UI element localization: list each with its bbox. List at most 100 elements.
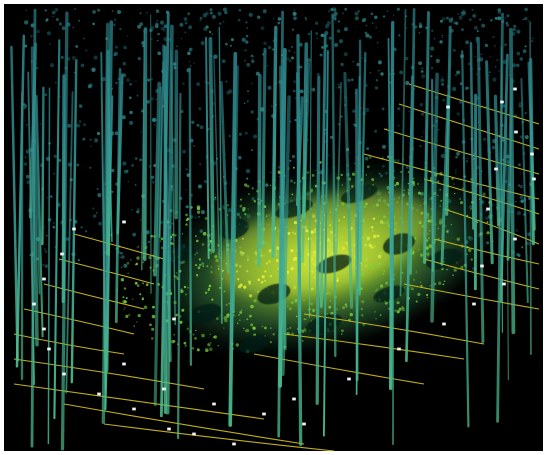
ground-point xyxy=(453,268,457,272)
ground-point xyxy=(361,300,365,304)
ground-point xyxy=(198,258,201,261)
ground-point xyxy=(217,345,219,347)
tree-stem xyxy=(343,71,354,309)
ground-point xyxy=(268,260,271,263)
ground-point xyxy=(312,214,316,219)
crown-point xyxy=(248,12,253,17)
ground-point xyxy=(460,201,463,205)
ground-point xyxy=(210,252,212,255)
ground-point xyxy=(249,314,252,318)
crown-point xyxy=(438,129,440,131)
ground-point xyxy=(437,227,439,230)
tree-stem xyxy=(335,81,342,256)
crown-point xyxy=(497,11,501,15)
ground-point xyxy=(120,278,125,282)
ground-point xyxy=(345,241,348,244)
ground-point xyxy=(326,238,330,242)
crown-point xyxy=(250,82,253,85)
crown-point xyxy=(516,253,520,257)
crown-point xyxy=(39,123,42,125)
crown-point xyxy=(92,22,95,26)
ground-point xyxy=(160,246,164,250)
crown-point xyxy=(319,53,323,57)
ground-point xyxy=(417,191,421,195)
crown-point xyxy=(365,24,368,27)
ground-point xyxy=(208,284,212,288)
crown-point xyxy=(157,32,160,36)
crown-point xyxy=(199,125,204,130)
ground-point xyxy=(396,301,400,305)
ground-point xyxy=(302,331,304,334)
crown-point xyxy=(462,11,467,16)
crown-point xyxy=(512,27,516,32)
ground-point xyxy=(394,159,396,162)
crown-point xyxy=(361,57,364,59)
ground-point xyxy=(328,305,332,309)
crown-point xyxy=(95,212,98,214)
tree-stem xyxy=(160,12,170,418)
crown-point xyxy=(92,10,96,14)
ground-point xyxy=(287,305,289,307)
crown-point xyxy=(343,52,348,57)
ground-point xyxy=(470,258,473,261)
ground-point xyxy=(415,300,418,303)
ground-point xyxy=(310,230,314,234)
crown-point xyxy=(129,120,134,125)
crown-point xyxy=(493,44,496,47)
survey-marker xyxy=(514,130,518,134)
crown-point xyxy=(441,82,445,86)
ground-point xyxy=(325,292,329,295)
survey-marker xyxy=(167,427,171,431)
point-cloud-scene xyxy=(4,4,543,451)
crown-point xyxy=(244,59,246,62)
ground-point xyxy=(438,281,442,285)
crown-point xyxy=(498,70,500,72)
ground-point xyxy=(264,270,267,273)
ground-point xyxy=(215,258,219,263)
crown-point xyxy=(524,16,528,21)
ground-point xyxy=(437,237,440,240)
ground-point xyxy=(142,282,144,285)
ground-point xyxy=(246,318,249,321)
crown-point xyxy=(205,11,209,16)
crown-point xyxy=(87,84,92,89)
crown-point xyxy=(522,18,524,21)
ground-point xyxy=(241,237,244,240)
crown-point xyxy=(183,17,188,21)
ground-point xyxy=(369,156,372,159)
ground-point xyxy=(224,318,228,323)
ground-point xyxy=(187,286,189,289)
crown-point xyxy=(241,37,246,42)
ground-point xyxy=(349,312,353,317)
crown-point xyxy=(97,8,101,12)
ground-point xyxy=(246,259,249,261)
crown-point xyxy=(155,98,157,100)
crown-point xyxy=(204,180,207,184)
crown-point xyxy=(492,77,497,82)
ground-point xyxy=(351,172,356,176)
crown-point xyxy=(519,57,523,61)
ground-point xyxy=(236,322,239,324)
ground-point xyxy=(128,313,131,316)
ground-point xyxy=(428,229,431,232)
crown-point xyxy=(139,158,142,162)
tree-stem xyxy=(65,91,74,394)
crown-point xyxy=(49,43,52,45)
crown-point xyxy=(150,78,153,81)
crown-point xyxy=(58,22,63,26)
ground-point xyxy=(365,174,368,176)
crown-point xyxy=(330,8,334,11)
ground-point xyxy=(248,282,251,285)
crown-point xyxy=(421,74,426,79)
crown-point xyxy=(465,86,469,90)
ground-point xyxy=(293,221,298,225)
crown-point xyxy=(352,109,356,113)
tree-stem xyxy=(399,8,407,297)
crown-point xyxy=(26,180,31,185)
crown-point xyxy=(446,16,449,20)
ground-point xyxy=(239,204,243,208)
ground-point xyxy=(401,271,404,274)
ground-point xyxy=(180,288,183,291)
ground-point xyxy=(310,287,314,291)
ground-point xyxy=(123,287,127,290)
